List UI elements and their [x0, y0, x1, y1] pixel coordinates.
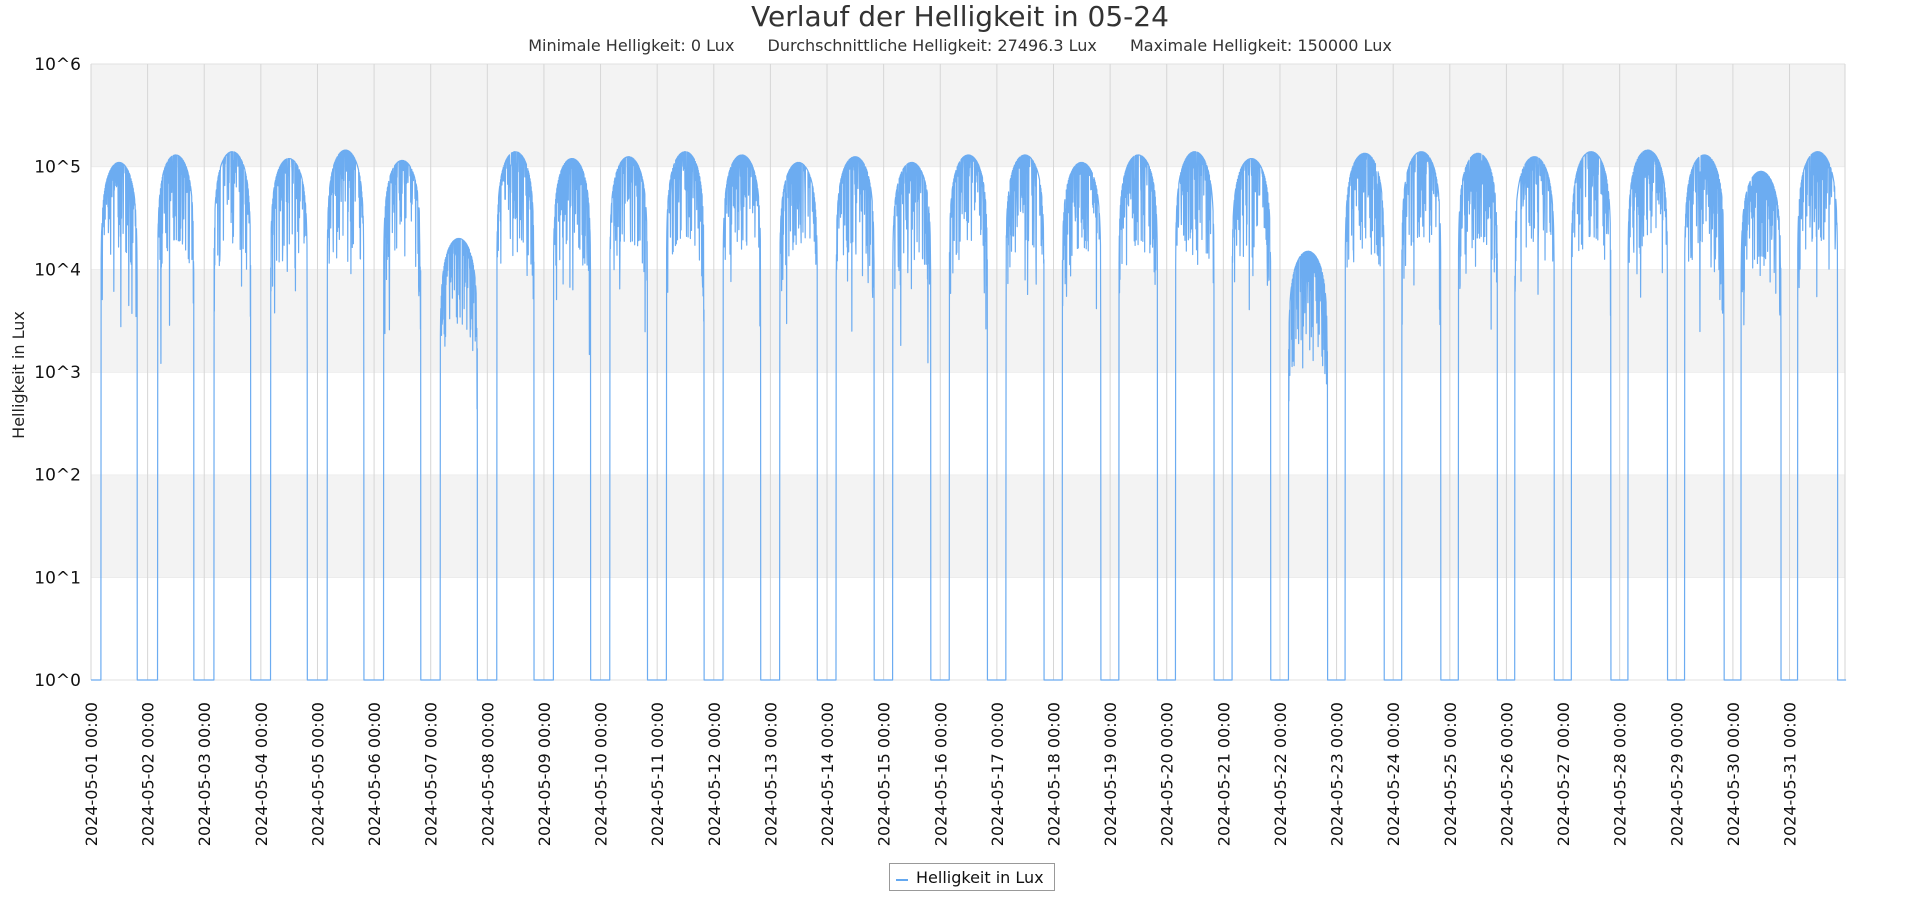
- x-tick-label: 2024-05-27 00:00: [1554, 702, 1573, 846]
- x-tick-label: 2024-05-14 00:00: [818, 702, 837, 846]
- x-tick-label: 2024-05-29 00:00: [1667, 702, 1686, 846]
- x-tick-label: 2024-05-13 00:00: [761, 702, 780, 846]
- x-tick-label: 2024-05-06 00:00: [365, 702, 384, 846]
- x-tick-label: 2024-05-24 00:00: [1384, 702, 1403, 846]
- x-tick-label: 2024-05-10 00:00: [592, 702, 611, 846]
- y-tick-label: 10^1: [34, 568, 81, 588]
- x-tick-label: 2024-05-23 00:00: [1328, 702, 1347, 846]
- x-tick-label: 2024-05-22 00:00: [1271, 702, 1290, 846]
- series-line-layer: [91, 149, 1847, 681]
- grid-band: [91, 64, 1845, 167]
- x-tick-label: 2024-05-12 00:00: [705, 702, 724, 846]
- x-tick-label: 2024-05-02 00:00: [139, 702, 158, 846]
- chart-title: Verlauf der Helligkeit in 05-24: [751, 0, 1169, 33]
- legend-label: Helligkeit in Lux: [916, 867, 1044, 887]
- y-tick-label: 10^0: [34, 671, 81, 691]
- x-tick-label: 2024-05-09 00:00: [535, 702, 554, 846]
- y-axis-ticks: 10^0 10^1 10^2 10^3 10^4 10^5 10^6: [34, 55, 81, 691]
- subtitle-avg: Durchschnittliche Helligkeit: 27496.3 Lu…: [767, 36, 1097, 55]
- x-tick-label: 2024-05-30 00:00: [1724, 702, 1743, 846]
- x-tick-label: 2024-05-05 00:00: [308, 702, 327, 846]
- x-tick-label: 2024-05-20 00:00: [1158, 702, 1177, 846]
- y-axis-label: Helligkeit in Lux: [9, 311, 28, 439]
- x-tick-label: 2024-05-15 00:00: [875, 702, 894, 846]
- x-tick-label: 2024-05-19 00:00: [1101, 702, 1120, 846]
- legend-swatch: [896, 879, 908, 881]
- y-tick-label: 10^3: [34, 363, 81, 383]
- x-tick-label: 2024-05-31 00:00: [1781, 702, 1800, 846]
- x-tick-label: 2024-05-17 00:00: [988, 702, 1007, 846]
- series-line-helligkeit: [91, 149, 1847, 681]
- x-axis-ticks: 2024-05-01 00:00 2024-05-02 00:00 2024-05-…: [82, 702, 1800, 846]
- y-tick-label: 10^5: [34, 158, 81, 178]
- x-tick-label: 2024-05-08 00:00: [478, 702, 497, 846]
- x-tick-label: 2024-05-28 00:00: [1611, 702, 1630, 846]
- x-tick-label: 2024-05-18 00:00: [1044, 702, 1063, 846]
- grid-band: [91, 372, 1845, 475]
- chart-subtitle: Minimale Helligkeit: 0 Lux Durchschnittl…: [0, 36, 1920, 55]
- vertical-gridlines: [90, 64, 1846, 680]
- grid-band: [91, 474, 1845, 578]
- legend: Helligkeit in Lux: [889, 863, 1055, 891]
- x-tick-label: 2024-05-16 00:00: [931, 702, 950, 846]
- y-tick-label: 10^6: [34, 55, 81, 75]
- y-tick-label: 10^4: [34, 260, 81, 280]
- x-tick-label: 2024-05-04 00:00: [252, 702, 271, 846]
- x-tick-label: 2024-05-26 00:00: [1497, 702, 1516, 846]
- subtitle-max: Maximale Helligkeit: 150000 Lux: [1130, 36, 1392, 55]
- subtitle-min: Minimale Helligkeit: 0 Lux: [528, 36, 735, 55]
- y-tick-label: 10^2: [34, 466, 81, 486]
- grid-band: [91, 269, 1845, 372]
- x-tick-label: 2024-05-21 00:00: [1214, 702, 1233, 846]
- grid-band: [91, 577, 1845, 680]
- x-tick-label: 2024-05-25 00:00: [1441, 702, 1460, 846]
- x-tick-label: 2024-05-07 00:00: [422, 702, 441, 846]
- x-tick-label: 2024-05-01 00:00: [82, 702, 101, 846]
- x-tick-label: 2024-05-03 00:00: [195, 702, 214, 846]
- x-tick-label: 2024-05-11 00:00: [648, 702, 667, 846]
